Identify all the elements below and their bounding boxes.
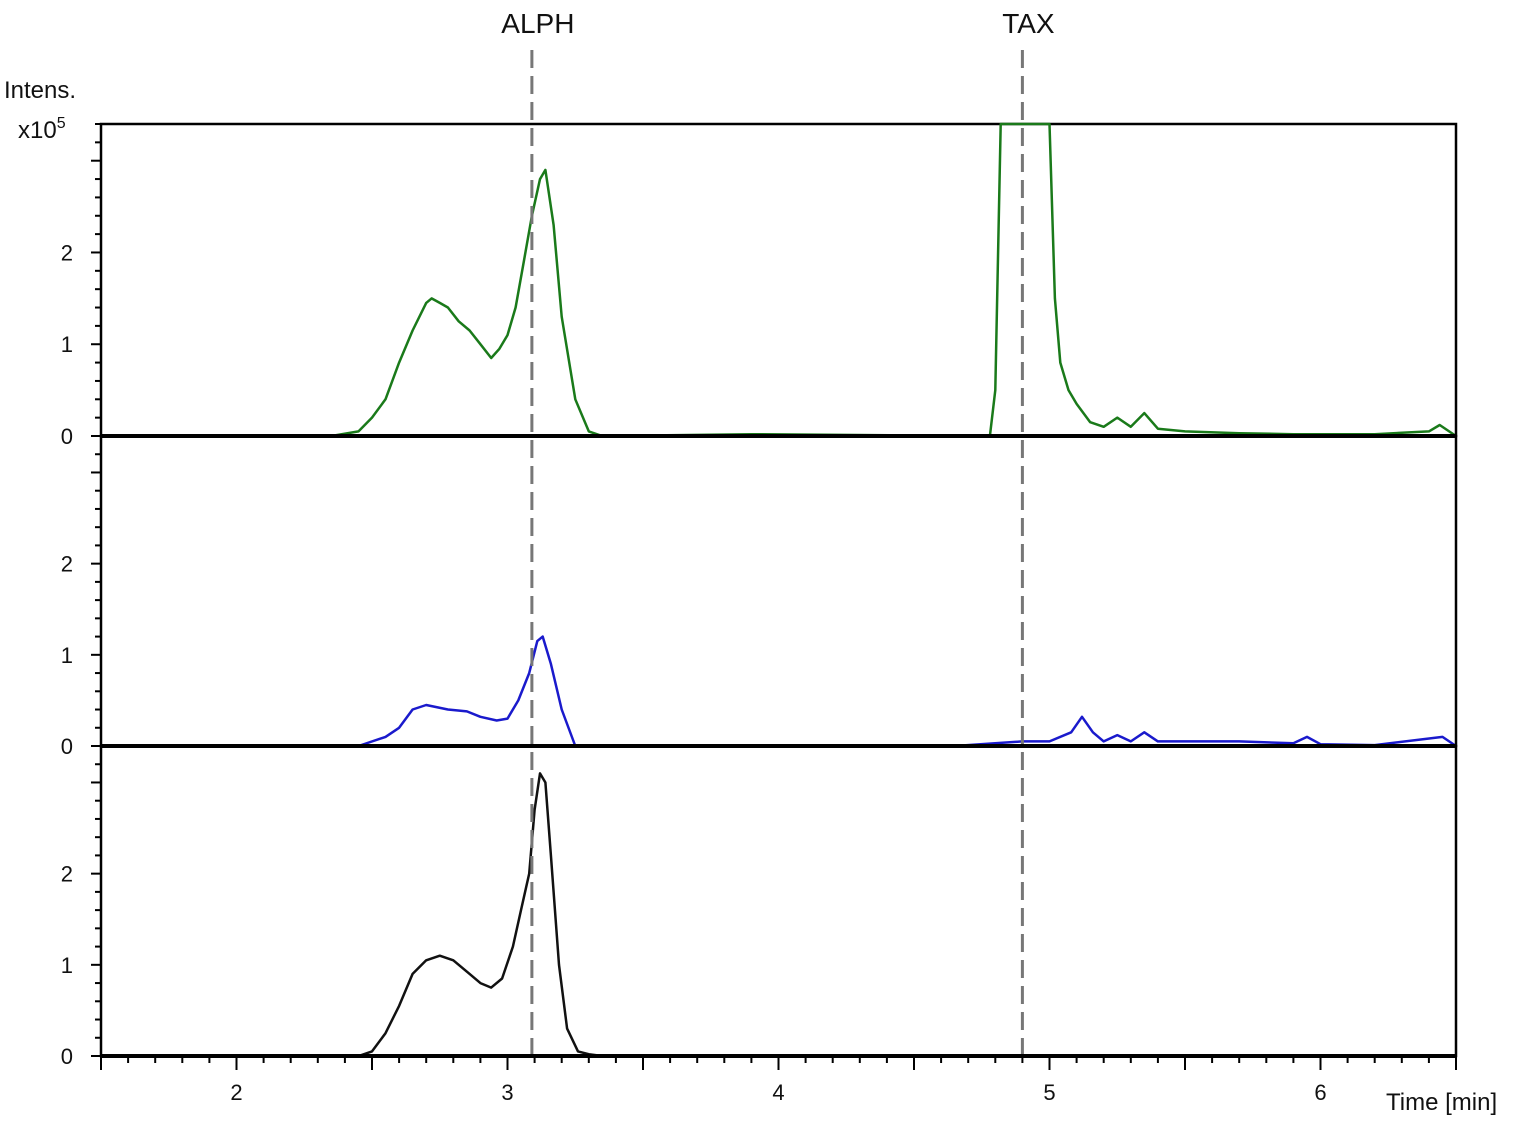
panels-layer: 0 1 2 0 1 2 0 1 2: [61, 122, 1458, 1069]
y-scale-label: x105: [18, 115, 66, 144]
series-line-3: [358, 772, 603, 1058]
y-tick-label: 1: [61, 953, 73, 978]
y-scale-exponent: 5: [57, 115, 66, 132]
y-tick-label: 2: [61, 240, 73, 265]
panel-3: 0 1 2: [61, 744, 1458, 1069]
panel-1: 0 1 2: [61, 122, 1458, 449]
y-unit-label: Intens.: [4, 77, 76, 104]
y-tick-label: 0: [61, 424, 73, 449]
y-tick-label: 2: [61, 552, 73, 577]
y-tick-label: 0: [61, 734, 73, 759]
y-tick-label: 0: [61, 1044, 73, 1069]
y-tick-label: 1: [61, 643, 73, 668]
panel-frame: [99, 434, 1458, 748]
series-line-1: [331, 122, 1457, 438]
x-tick-label: 2: [230, 1080, 242, 1105]
marker-layer: ALPH TAX: [501, 8, 1055, 1062]
panel-frame: [99, 744, 1458, 1058]
marker-label: ALPH: [501, 8, 574, 39]
x-tick-label: 6: [1314, 1080, 1326, 1105]
x-tick-label: 4: [772, 1080, 784, 1105]
x-tick-label: 3: [501, 1080, 513, 1105]
series-line-2: [358, 635, 1457, 748]
marker-label: TAX: [1002, 8, 1055, 39]
y-scale-base: x10: [18, 117, 57, 144]
y-tick-label: 1: [61, 332, 73, 357]
y-tick-label: 2: [61, 862, 73, 887]
x-tick-label: 5: [1043, 1080, 1055, 1105]
x-axis-label: Time [min]: [1386, 1089, 1497, 1116]
panel-frame: [99, 122, 1458, 438]
panel-2: 0 1 2: [61, 434, 1458, 759]
axis-layer: 2 3 4 5 6: [100, 434, 1457, 1105]
